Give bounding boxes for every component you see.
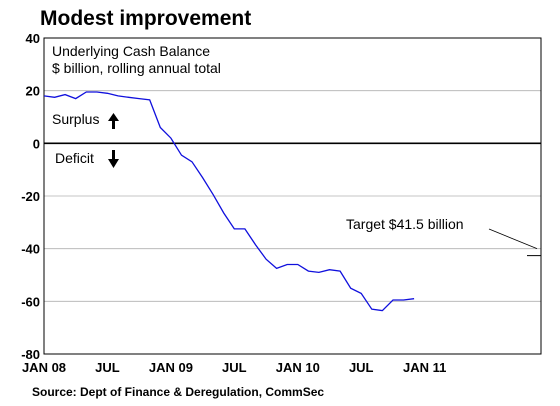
- y-tick-label: 40: [26, 31, 40, 46]
- y-tick-label: -20: [21, 189, 40, 204]
- series-line-underlying-cash-balance: [43, 91, 415, 312]
- arrow-down-icon: [108, 150, 119, 168]
- arrow-up-icon: [108, 113, 119, 129]
- x-axis-ticks: JAN 08 JUL JAN 09 JUL JAN 10 JUL JAN 11: [22, 360, 446, 375]
- y-tick-label: -80: [21, 347, 40, 362]
- x-tick-label: JAN 09: [149, 360, 193, 375]
- y-tick-label: 0: [33, 136, 40, 151]
- x-tick-label: JUL: [222, 360, 247, 375]
- surplus-label: Surplus: [52, 111, 99, 127]
- x-tick-label: JUL: [95, 360, 120, 375]
- chart-title: Modest improvement: [40, 7, 251, 30]
- target-label: Target $41.5 billion: [346, 216, 464, 232]
- x-tick-label: JAN 11: [403, 360, 446, 375]
- plot-area: [43, 37, 542, 355]
- target-leader-line: [488, 228, 538, 249]
- y-tick-label: -40: [21, 242, 40, 257]
- chart-subtitle-line-1: Underlying Cash Balance: [52, 43, 210, 59]
- x-tick-label: JAN 08: [22, 360, 66, 375]
- x-tick-label: JAN 10: [276, 360, 320, 375]
- chart-source: Source: Dept of Finance & Deregulation, …: [32, 385, 324, 399]
- chart-subtitle-line-2: $ billion, rolling annual total: [52, 60, 221, 76]
- x-tick-label: JUL: [349, 360, 374, 375]
- y-tick-label: -60: [21, 294, 40, 309]
- gridlines: [44, 90, 541, 302]
- y-axis-ticks: 40 20 0 -20 -40 -60 -80: [21, 31, 40, 362]
- deficit-label: Deficit: [55, 150, 94, 166]
- y-tick-label: 20: [26, 84, 40, 99]
